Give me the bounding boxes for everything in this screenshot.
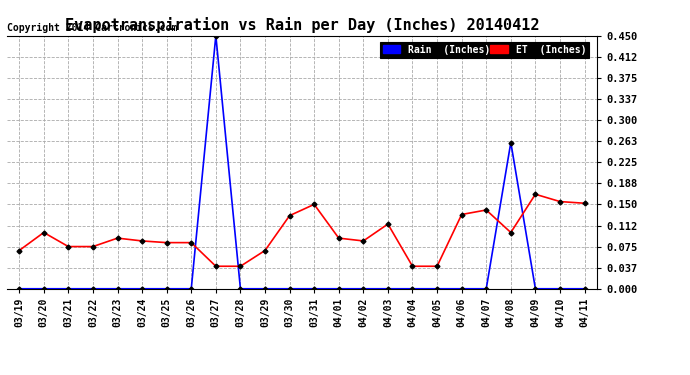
Text: Copyright 2014 Cartronics.com: Copyright 2014 Cartronics.com [7, 23, 177, 33]
Legend: Rain  (Inches), ET  (Inches): Rain (Inches), ET (Inches) [380, 42, 589, 58]
Title: Evapotranspiration vs Rain per Day (Inches) 20140412: Evapotranspiration vs Rain per Day (Inch… [65, 17, 539, 33]
